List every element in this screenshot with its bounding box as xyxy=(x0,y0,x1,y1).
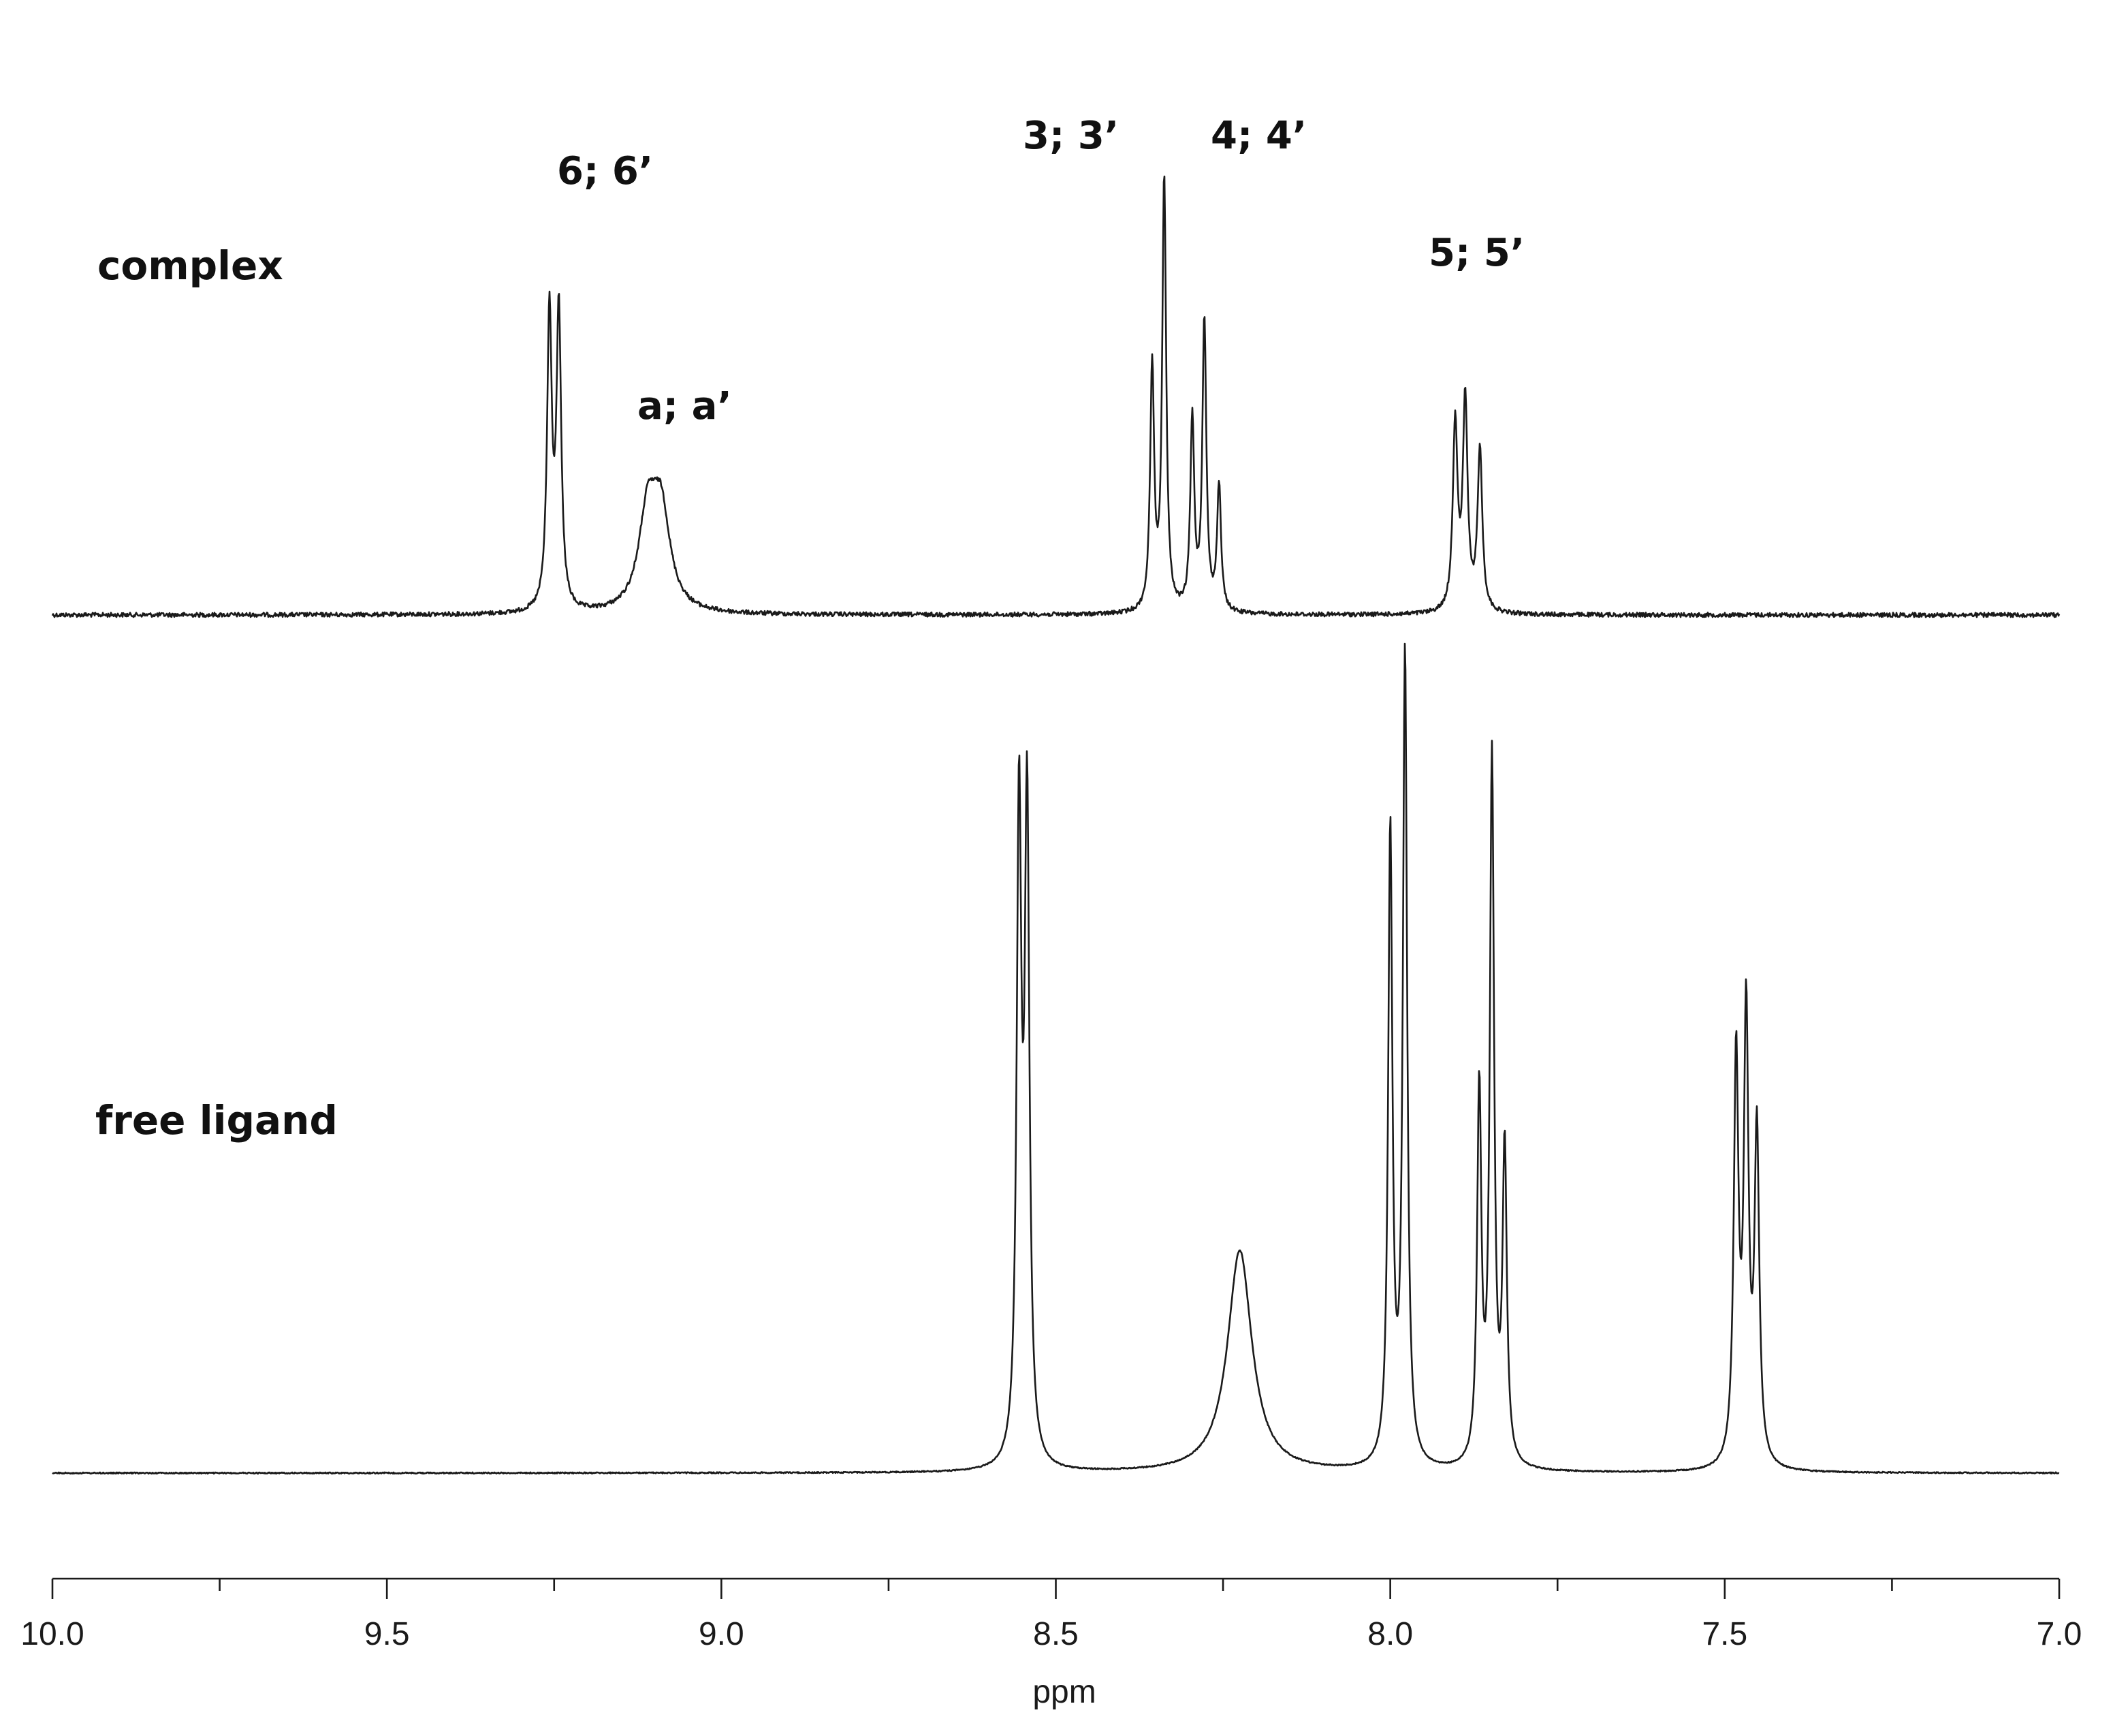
x-tick-label: 8.0 xyxy=(1367,1616,1413,1652)
peak-label-6: 6; 6’ xyxy=(557,149,653,193)
x-tick-label: 9.0 xyxy=(699,1616,744,1652)
peak-label-3: 3; 3’ xyxy=(1023,114,1119,158)
x-axis: 10.0 9.5 9.0 8.5 8.0 7.5 7.0 ppm xyxy=(20,1577,2082,1710)
panel-label-free-ligand: free ligand xyxy=(95,1097,338,1143)
trace-complex xyxy=(51,175,2061,618)
x-tick-label: 9.5 xyxy=(364,1616,410,1652)
x-axis-ticks: 10.0 9.5 9.0 8.5 8.0 7.5 7.0 xyxy=(20,1579,2082,1652)
peak-label-a: a; a’ xyxy=(637,384,732,428)
peak-label-4: 4; 4’ xyxy=(1211,114,1307,158)
x-tick-label: 8.5 xyxy=(1033,1616,1079,1652)
x-axis-title: ppm xyxy=(1032,1674,1096,1710)
trace-free-ligand xyxy=(52,642,2060,1475)
x-tick-label: 7.0 xyxy=(2037,1616,2082,1652)
spectrum-traces xyxy=(51,175,2061,1475)
panel-label-complex: complex xyxy=(97,242,283,289)
peak-label-5: 5; 5’ xyxy=(1429,231,1525,275)
x-tick-label: 7.5 xyxy=(1702,1616,1747,1652)
x-tick-label: 10.0 xyxy=(20,1616,84,1652)
